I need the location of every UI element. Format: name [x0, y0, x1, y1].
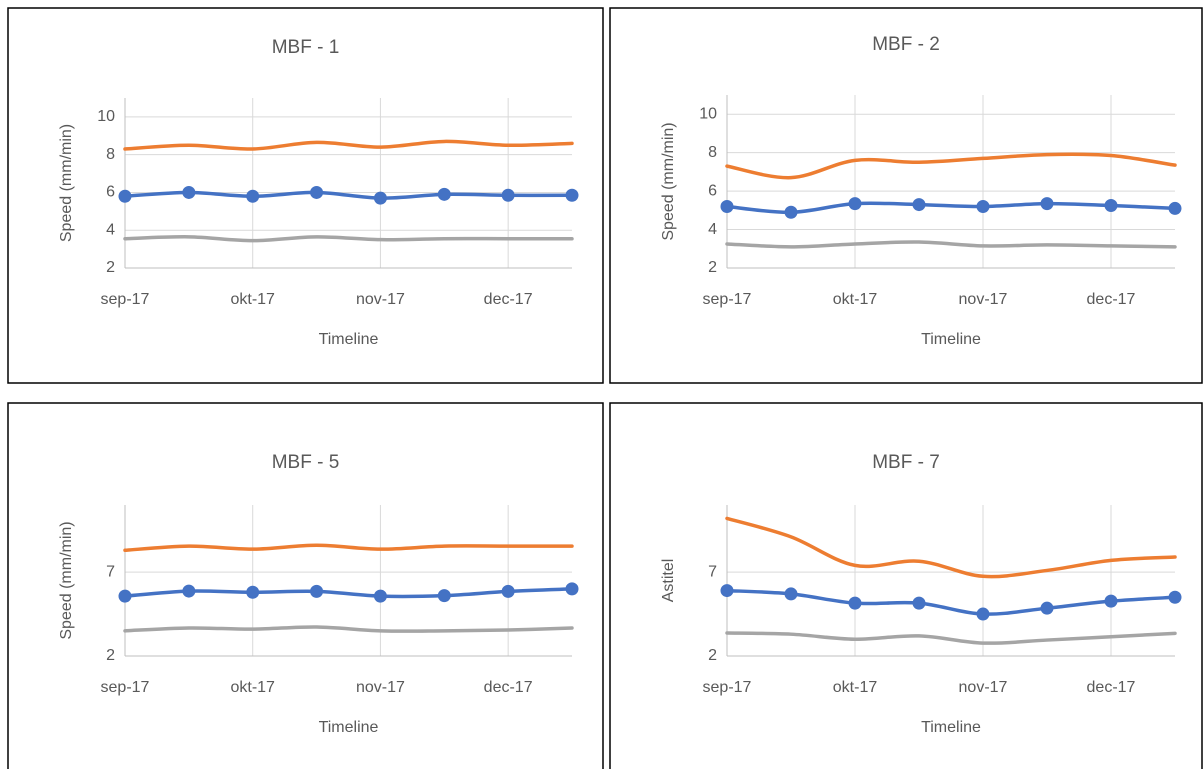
data-point: [848, 197, 862, 211]
data-point: [784, 205, 798, 219]
data-point: [848, 596, 862, 610]
series-line: [725, 631, 1177, 645]
x-tick-label: okt-17: [230, 679, 275, 696]
chart-title: MBF - 7: [872, 452, 940, 473]
y-tick-label: 4: [708, 221, 717, 238]
y-axis-title: Astitel: [660, 559, 677, 603]
x-tick-label: sep-17: [703, 291, 752, 308]
y-tick-label: 2: [106, 259, 115, 276]
y-tick-label: 2: [106, 647, 115, 664]
data-point: [373, 191, 387, 205]
data-point: [118, 189, 132, 203]
y-tick-label: 2: [708, 647, 717, 664]
series-line: [725, 240, 1177, 249]
data-point: [720, 584, 734, 598]
y-axis-title: Speed (mm/min): [58, 124, 75, 242]
y-axis-title: Speed (mm/min): [58, 521, 75, 639]
data-point: [912, 596, 926, 610]
data-point: [246, 189, 260, 203]
y-tick-label: 6: [106, 184, 115, 201]
chart-title: MBF - 2: [872, 34, 940, 55]
x-tick-label: dec-17: [484, 291, 533, 308]
data-point: [182, 584, 196, 598]
data-point: [720, 199, 734, 213]
x-axis-title: Timeline: [921, 331, 981, 348]
x-tick-label: sep-17: [101, 679, 150, 696]
y-tick-label: 4: [106, 221, 115, 238]
data-point: [310, 185, 324, 199]
y-axis-title: Speed (mm/min): [660, 122, 677, 240]
x-tick-label: nov-17: [356, 679, 405, 696]
data-point: [373, 589, 387, 603]
data-point: [565, 582, 579, 596]
data-point: [501, 584, 515, 598]
data-point: [437, 589, 451, 603]
x-tick-label: sep-17: [703, 679, 752, 696]
data-point: [437, 187, 451, 201]
x-tick-label: nov-17: [959, 679, 1008, 696]
y-tick-label: 10: [97, 108, 115, 125]
y-tick-label: 2: [708, 259, 717, 276]
data-point: [1040, 197, 1054, 211]
panel-border: [609, 7, 1203, 384]
x-axis-title: Timeline: [921, 719, 981, 736]
panel-border: [7, 7, 604, 384]
x-tick-label: dec-17: [1087, 291, 1136, 308]
y-tick-label: 6: [708, 182, 717, 199]
x-tick-label: dec-17: [484, 679, 533, 696]
series-line: [725, 152, 1177, 180]
data-point: [118, 589, 132, 603]
data-point: [976, 199, 990, 213]
x-tick-label: okt-17: [833, 679, 878, 696]
x-tick-label: sep-17: [101, 291, 150, 308]
chart-title: MBF - 1: [272, 37, 340, 58]
x-tick-label: nov-17: [356, 291, 405, 308]
data-point: [912, 198, 926, 212]
x-tick-label: dec-17: [1087, 679, 1136, 696]
data-point: [565, 188, 579, 202]
chart-title: MBF - 5: [272, 452, 340, 473]
panel-border: [7, 402, 604, 769]
y-tick-label: 10: [699, 105, 717, 122]
series-line: [123, 543, 574, 553]
data-point: [1040, 601, 1054, 615]
y-tick-label: 7: [708, 563, 717, 580]
y-tick-label: 8: [708, 144, 717, 161]
panel-border: [609, 402, 1203, 769]
series-line: [123, 625, 574, 633]
x-tick-label: nov-17: [959, 291, 1008, 308]
data-point: [976, 607, 990, 621]
x-axis-title: Timeline: [319, 719, 379, 736]
y-tick-label: 8: [106, 146, 115, 163]
data-point: [1104, 594, 1118, 608]
x-axis-title: Timeline: [319, 331, 379, 348]
data-point: [1168, 201, 1182, 215]
series-line: [123, 139, 574, 151]
x-tick-label: okt-17: [833, 291, 878, 308]
data-point: [310, 584, 324, 598]
series-line: [123, 235, 574, 243]
x-tick-label: okt-17: [230, 291, 275, 308]
data-point: [784, 587, 798, 601]
data-point: [501, 188, 515, 202]
data-point: [246, 585, 260, 599]
data-point: [182, 185, 196, 199]
series-line: [725, 516, 1177, 579]
data-point: [1104, 199, 1118, 213]
y-tick-label: 7: [106, 563, 115, 580]
data-point: [1168, 590, 1182, 604]
